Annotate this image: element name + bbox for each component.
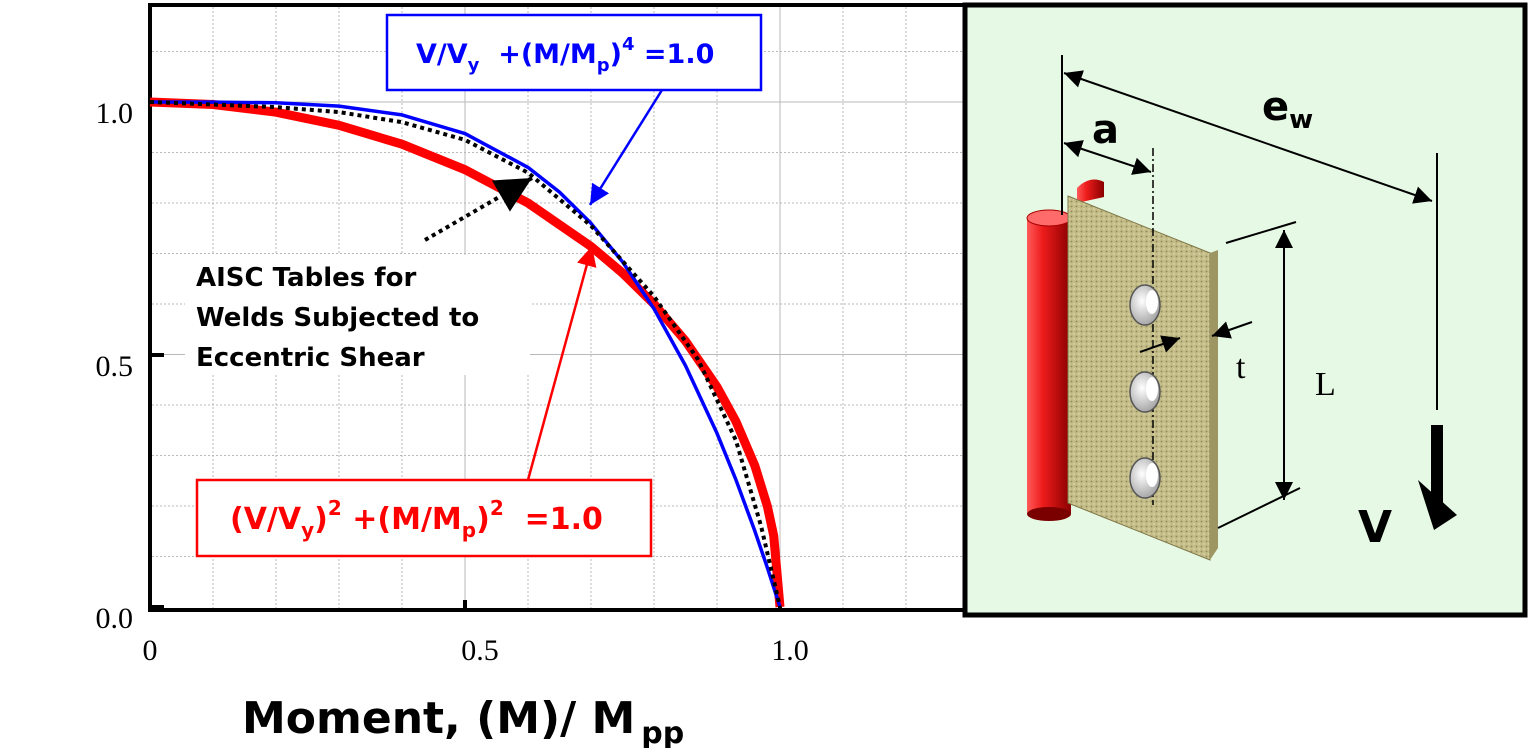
blue-equation-label: V/Vy +(M/Mp)4 =1.0: [416, 34, 714, 76]
column: [1026, 209, 1072, 521]
y-tick-label: 1.0: [96, 97, 134, 130]
t-arrow-right: [1211, 321, 1253, 339]
series-layer: [149, 97, 785, 608]
red-equation-label: (V/Vy)2 +(M/Mp)2 =1.0: [230, 496, 603, 542]
bolt-holes: [1129, 284, 1161, 499]
red-callout-arrow: [526, 245, 597, 481]
l-label: L: [1315, 366, 1336, 403]
t-label: t: [1236, 349, 1246, 386]
x-tick-label: 0.5: [461, 634, 499, 667]
y-tick-label: 0.0: [96, 602, 134, 635]
load-arrow-icon: [1418, 425, 1457, 530]
x-tick-label: 0: [143, 634, 158, 667]
t-arrow-left: [1139, 335, 1181, 353]
aisc-callout-arrow: [423, 176, 534, 242]
aisc-label-bg: [185, 255, 530, 375]
aisc-label: AISC Tables for Welds Subjected to Eccen…: [196, 263, 488, 373]
x-tick-label: 1.0: [771, 634, 809, 667]
series-line-thick: [149, 97, 785, 608]
l-extension-top: [1225, 221, 1297, 244]
series-line-solid: [149, 100, 782, 608]
red-equation-box: [195, 478, 653, 558]
shear-tab-diagram: ew a L t V: [962, 2, 1528, 618]
blue-callout-arrow: [588, 89, 664, 206]
a-label: a: [1092, 107, 1119, 153]
a-dimension-arrow: [1063, 140, 1152, 175]
ew-dimension-arrow: [1063, 70, 1433, 204]
v-label: V: [1358, 502, 1392, 553]
blue-equation-box: [385, 13, 763, 92]
ew-label: ew: [1262, 84, 1313, 135]
y-tick-label: 0.5: [96, 350, 134, 383]
shear-plate-edge: [1210, 250, 1218, 560]
